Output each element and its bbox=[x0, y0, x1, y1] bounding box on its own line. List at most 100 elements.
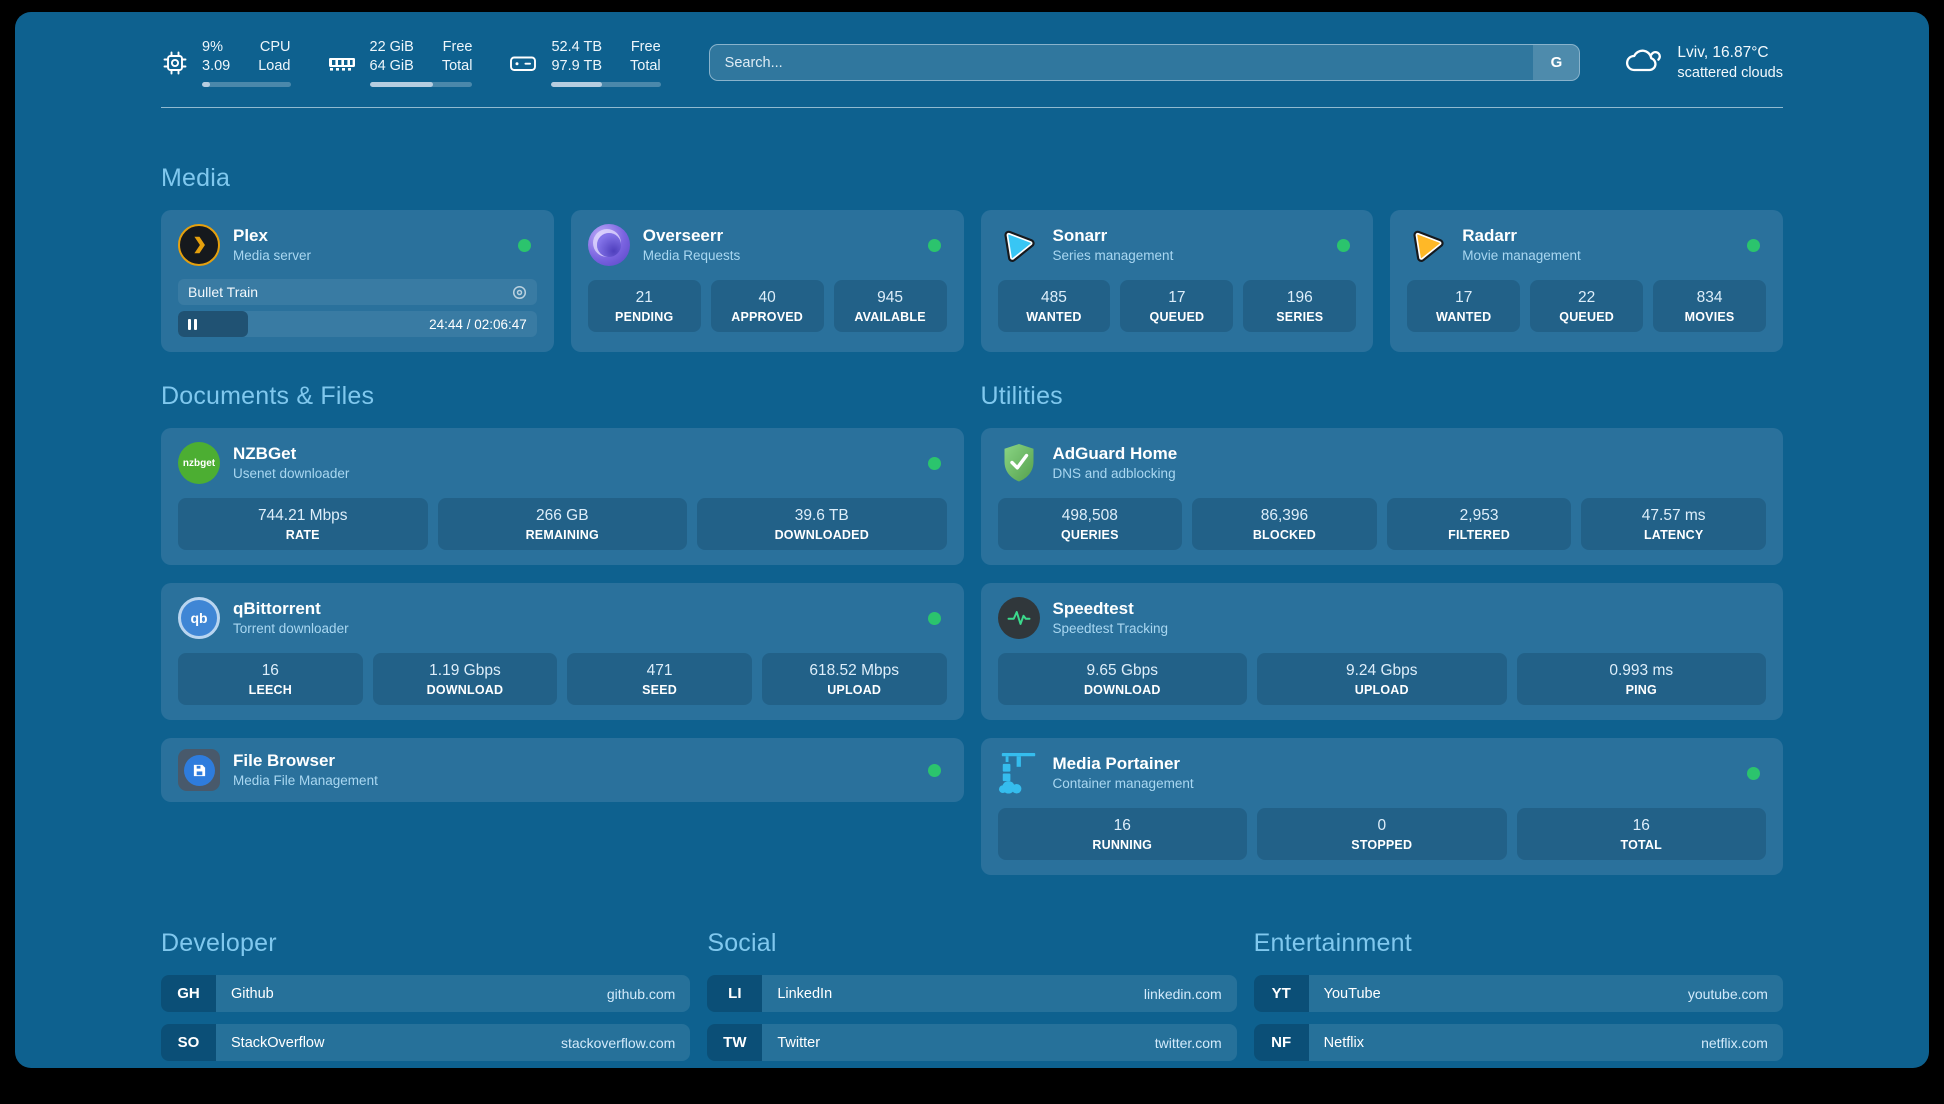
bookmark-abbr: NF bbox=[1253, 1024, 1309, 1061]
app-card-portainer[interactable]: Media Portainer Container management 16 R… bbox=[980, 738, 1783, 875]
playback-progressbar[interactable]: 24:44 / 02:06:47 bbox=[178, 311, 537, 337]
app-card-filebrowser[interactable]: File Browser Media File Management bbox=[161, 738, 964, 802]
status-online-dot bbox=[927, 763, 941, 777]
app-name: qBittorrent bbox=[233, 599, 321, 619]
metric-disk: 52.4 TB 97.9 TB Free Total bbox=[508, 38, 661, 87]
bookmark-abbr: GH bbox=[161, 975, 216, 1012]
app-subtitle: Container management bbox=[1052, 776, 1194, 792]
metric-ram: 22 GiB 64 GiB Free Total bbox=[327, 38, 473, 87]
disk-icon bbox=[508, 50, 538, 76]
stat-box: 17 WANTED bbox=[1407, 280, 1521, 332]
cpu-progressbar bbox=[202, 82, 291, 87]
section-media: Media Plex Media server Bullet Train bbox=[161, 164, 1783, 352]
stat-box: 21 PENDING bbox=[587, 280, 701, 332]
section-title-developer: Developer bbox=[161, 929, 277, 957]
stat-box: 945 AVAILABLE bbox=[833, 280, 947, 332]
app-name: AdGuard Home bbox=[1052, 444, 1178, 464]
status-online-dot bbox=[1747, 238, 1760, 252]
radarr-logo-icon bbox=[1407, 224, 1449, 266]
stat-box: 17 QUEUED bbox=[1120, 280, 1234, 332]
app-card-speedtest[interactable]: Speedtest Speedtest Tracking 9.65 Gbps DO… bbox=[980, 583, 1783, 720]
section-title-social: Social bbox=[707, 929, 777, 957]
stat-box: 16 TOTAL bbox=[1516, 808, 1766, 860]
status-online-dot bbox=[927, 456, 941, 470]
section-title-entertainment: Entertainment bbox=[1253, 929, 1412, 957]
bookmark-github[interactable]: GH Github github.com bbox=[161, 975, 691, 1012]
app-subtitle: Media server bbox=[233, 248, 312, 264]
weather-condition: scattered clouds bbox=[1677, 64, 1783, 81]
disk-free: 52.4 TB bbox=[551, 39, 603, 55]
search-engine-button[interactable]: G bbox=[1533, 45, 1580, 80]
app-card-adguard[interactable]: AdGuard Home DNS and adblocking 498,508 Q… bbox=[980, 428, 1783, 565]
status-online-dot bbox=[1747, 766, 1760, 780]
disk-label-1: Free bbox=[630, 39, 661, 55]
disk-progressbar bbox=[551, 82, 661, 87]
search-bar[interactable]: G bbox=[708, 44, 1581, 81]
stat-box: 498,508 QUERIES bbox=[997, 498, 1183, 550]
app-subtitle: DNS and adblocking bbox=[1052, 466, 1176, 482]
cpu-icon bbox=[161, 49, 189, 77]
bookmark-group-social: Social LI LinkedIn linkedin.com TW Twitte… bbox=[707, 929, 1237, 1068]
qbittorrent-logo-icon: qb bbox=[178, 597, 220, 639]
app-name: Overseerr bbox=[642, 226, 724, 246]
weather-location-temp: Lviv, 16.87°C bbox=[1677, 43, 1769, 61]
stat-box: 39.6 TB DOWNLOADED bbox=[697, 498, 947, 550]
stat-box: 196 SERIES bbox=[1243, 280, 1357, 332]
app-card-sonarr[interactable]: Sonarr Series management 485 WANTED 17 QUE… bbox=[980, 210, 1374, 352]
stat-box: 744.21 Mbps RATE bbox=[178, 498, 428, 550]
bookmark-abbr: YT bbox=[1253, 975, 1309, 1012]
stat-box: 9.24 Gbps UPLOAD bbox=[1257, 653, 1507, 705]
plex-now-playing: Bullet Train 24:44 / 02:06:47 bbox=[178, 279, 537, 337]
search-input[interactable] bbox=[709, 45, 1534, 80]
app-card-radarr[interactable]: Radarr Movie management 17 WANTED 22 QUEUE… bbox=[1390, 210, 1783, 352]
speedtest-logo-icon bbox=[997, 597, 1040, 639]
app-name: File Browser bbox=[233, 751, 336, 771]
disk-total: 97.9 TB bbox=[551, 58, 603, 74]
ram-progressbar bbox=[369, 82, 473, 87]
portainer-logo-icon bbox=[998, 752, 1040, 794]
cpu-label-1: CPU bbox=[259, 39, 291, 55]
overseerr-logo-icon bbox=[587, 224, 630, 266]
stat-box: 22 QUEUED bbox=[1530, 280, 1644, 332]
section-title-media: Media bbox=[161, 164, 231, 192]
bookmark-abbr: TW bbox=[707, 1024, 763, 1061]
section-title-utilities: Utilities bbox=[980, 382, 1063, 410]
bookmark-youtube[interactable]: YT YouTube youtube.com bbox=[1253, 975, 1783, 1012]
app-card-overseerr[interactable]: Overseerr Media Requests 21 PENDING 40 APP… bbox=[570, 210, 964, 352]
app-subtitle: Media Requests bbox=[642, 248, 741, 264]
bookmark-stackoverflow[interactable]: SO StackOverflow stackoverflow.com bbox=[161, 1024, 691, 1061]
app-card-qbittorrent[interactable]: qb qBittorrent Torrent downloader 16 LEEC… bbox=[161, 583, 964, 720]
header-divider bbox=[161, 107, 1783, 108]
app-card-plex[interactable]: Plex Media server Bullet Train bbox=[161, 210, 554, 352]
plex-logo-icon bbox=[178, 224, 220, 266]
system-metrics: 9% 3.09 CPU Load 22 GiB 64 GiB bbox=[161, 38, 661, 87]
ram-icon bbox=[327, 51, 357, 75]
section-utilities: Utilities AdGuard Home bbox=[980, 382, 1783, 875]
bookmark-twitter[interactable]: TW Twitter twitter.com bbox=[707, 1024, 1237, 1061]
bookmark-linkedin[interactable]: LI LinkedIn linkedin.com bbox=[707, 975, 1237, 1012]
stat-box: 485 WANTED bbox=[997, 280, 1111, 332]
app-card-nzbget[interactable]: nzbget NZBGet Usenet downloader 744.21 M… bbox=[161, 428, 964, 565]
bookmark-netflix[interactable]: NF Netflix netflix.com bbox=[1253, 1024, 1783, 1061]
dashboard-page: 9% 3.09 CPU Load 22 GiB 64 GiB bbox=[15, 12, 1929, 1068]
app-subtitle: Usenet downloader bbox=[233, 466, 350, 482]
app-name: Plex bbox=[233, 226, 268, 246]
app-subtitle: Torrent downloader bbox=[233, 621, 349, 637]
pause-icon[interactable] bbox=[188, 318, 197, 330]
app-name: Speedtest bbox=[1052, 599, 1134, 619]
app-name: Sonarr bbox=[1052, 226, 1108, 246]
ram-label-1: Free bbox=[442, 39, 473, 55]
app-subtitle: Media File Management bbox=[233, 773, 378, 789]
cpu-label-2: Load bbox=[258, 58, 291, 74]
adguard-logo-icon bbox=[998, 442, 1040, 484]
metric-cpu: 9% 3.09 CPU Load bbox=[161, 38, 291, 87]
bookmark-abbr: LI bbox=[707, 975, 763, 1012]
stat-box: 47.57 ms LATENCY bbox=[1581, 498, 1766, 550]
stat-box: 16 RUNNING bbox=[997, 808, 1247, 860]
app-name: NZBGet bbox=[233, 444, 297, 464]
filebrowser-logo-icon bbox=[178, 749, 220, 791]
app-subtitle: Series management bbox=[1052, 248, 1174, 264]
disk-label-2: Total bbox=[630, 58, 661, 74]
stat-box: 0.993 ms PING bbox=[1516, 653, 1766, 705]
stat-box: 266 GB REMAINING bbox=[437, 498, 687, 550]
